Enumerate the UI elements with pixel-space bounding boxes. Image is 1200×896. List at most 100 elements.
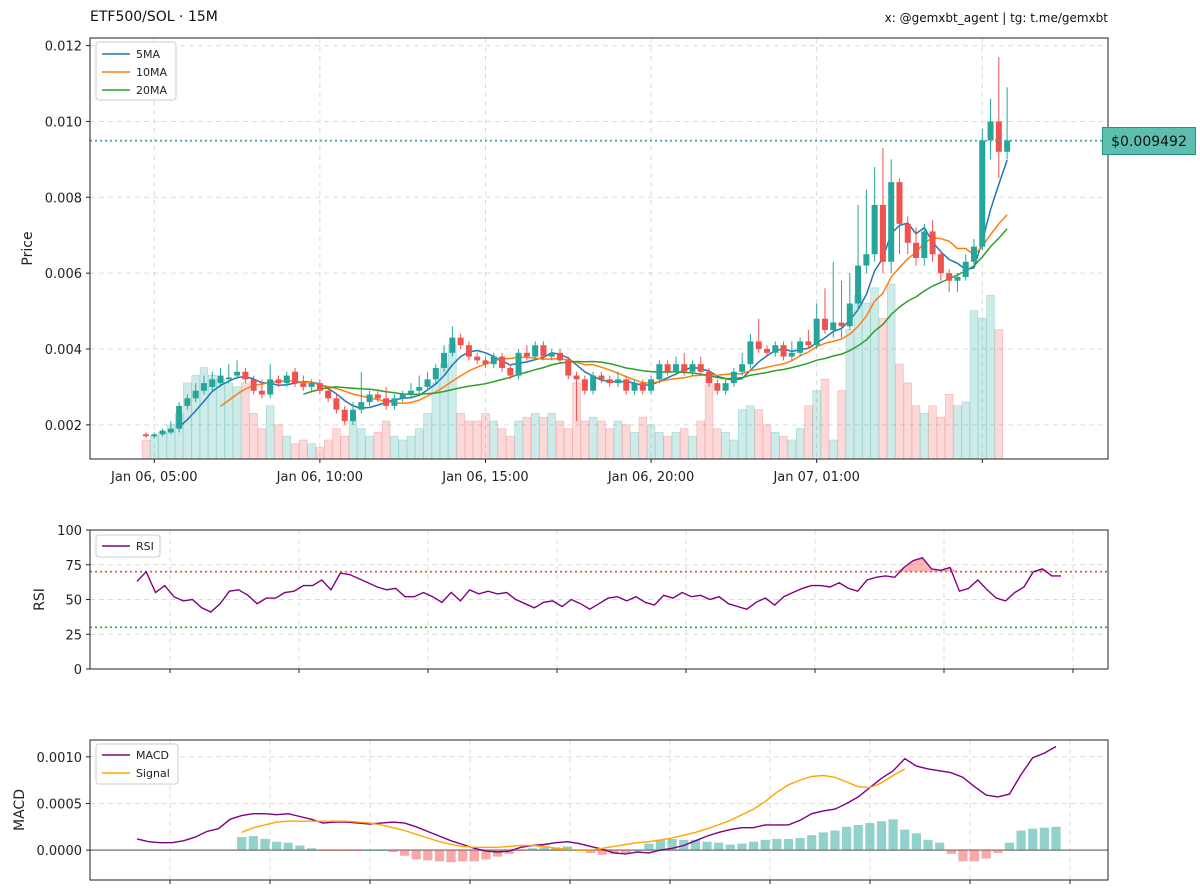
volume-bar (605, 428, 614, 460)
legend-label-rsi: RSI (136, 540, 154, 553)
volume-bar (555, 420, 565, 460)
candle-body (250, 379, 257, 391)
volume-bar (489, 420, 498, 460)
candle-body (515, 352, 522, 376)
rsi-line (136, 556, 1061, 613)
candle-body (308, 383, 315, 387)
price-xtick-label: Jan 06, 15:00 (441, 470, 528, 485)
rsi-ytick-label: 75 (65, 559, 82, 574)
volume-bar (307, 443, 316, 460)
volume-bar (961, 401, 970, 460)
candle-body (300, 383, 307, 387)
volume-bar (862, 302, 871, 460)
candle-body (267, 379, 274, 395)
volume-bar (506, 435, 515, 460)
volume-bar (514, 420, 523, 460)
candle-body (341, 409, 348, 422)
candle-body (896, 182, 903, 224)
volume-bar (522, 416, 532, 460)
candle-body (482, 360, 489, 365)
volume-bar (903, 382, 912, 460)
candle-body (937, 254, 944, 274)
volume-bar (944, 394, 954, 460)
candle-body (234, 371, 241, 376)
macd-histogram-bar (760, 839, 770, 851)
volume-bar (365, 435, 374, 460)
macd-histogram-bar (423, 850, 433, 861)
volume-bar (829, 439, 838, 460)
macd-histogram-bar (702, 841, 712, 851)
candle-body (358, 402, 365, 410)
candle-body (805, 341, 812, 346)
volume-bar (241, 382, 250, 460)
volume-bar (696, 420, 705, 460)
candle-body (383, 398, 390, 406)
ma20-line (303, 228, 1008, 396)
volume-bar (820, 378, 830, 460)
candle-body (325, 390, 332, 399)
candle-body (292, 371, 299, 384)
candle-body (424, 379, 431, 387)
macd-histogram-bar (283, 842, 293, 851)
volume-bar (878, 317, 888, 460)
legend-label-5ma: 5MA (136, 48, 160, 61)
volume-bar (886, 283, 896, 460)
macd-histogram-bar (365, 850, 375, 851)
macd-histogram-bar (911, 833, 922, 851)
candle-body (987, 121, 994, 141)
candle-body (913, 242, 920, 258)
candle-body (846, 303, 853, 327)
candle-body (614, 379, 621, 384)
candle-body (681, 364, 688, 372)
volume-bar (630, 432, 639, 460)
candle-body (167, 428, 174, 433)
volume-bar (721, 432, 730, 460)
candle-body (192, 390, 199, 399)
candle-body (333, 398, 340, 410)
legend-label-signal: Signal (136, 767, 170, 780)
macd-histogram-bar (609, 850, 619, 854)
macd-ylabel: MACD (12, 789, 28, 831)
candle-body (532, 345, 539, 357)
price-ytick-label: 0.004 (45, 343, 82, 358)
macd-ytick-label: 0.0010 (37, 751, 83, 766)
volume-bar (431, 382, 440, 460)
macd-histogram-bar (795, 838, 805, 851)
volume-bar (679, 428, 689, 460)
volume-bar (688, 435, 697, 460)
volume-bar (472, 420, 482, 460)
legend-label-macd: MACD (136, 749, 169, 762)
candle-body (946, 273, 953, 281)
macd-histogram-bar (481, 850, 491, 860)
candle-body (540, 345, 547, 357)
volume-bar (853, 295, 863, 460)
volume-bar (150, 435, 159, 460)
price-ytick-label: 0.008 (45, 191, 82, 206)
macd-histogram-bar (981, 850, 991, 859)
candle-body (399, 394, 406, 399)
candle-body (797, 341, 804, 353)
macd-histogram-bar (772, 838, 782, 851)
volume-bar (729, 439, 739, 460)
candle-body (258, 390, 265, 395)
candle-body (929, 231, 936, 255)
legend-label-10ma: 10MA (136, 66, 167, 79)
volume-bar (265, 405, 275, 460)
macd-histogram-bar (737, 843, 747, 851)
volume-bar (737, 409, 747, 460)
volume-bar (588, 416, 598, 460)
macd-histogram-bar (993, 850, 1003, 853)
volume-bar (746, 405, 755, 460)
price-legend-box (95, 41, 177, 101)
macd-histogram-bar (1039, 827, 1049, 851)
candle-body (573, 375, 580, 380)
macd-histogram-bar (562, 846, 573, 851)
volume-bar (895, 363, 904, 460)
macd-histogram-bar (644, 843, 654, 851)
macd-histogram-bar (237, 837, 247, 851)
volume-bar (323, 439, 333, 460)
volume-bar (837, 390, 846, 460)
candle-body (772, 345, 779, 353)
volume-bar (539, 416, 548, 460)
